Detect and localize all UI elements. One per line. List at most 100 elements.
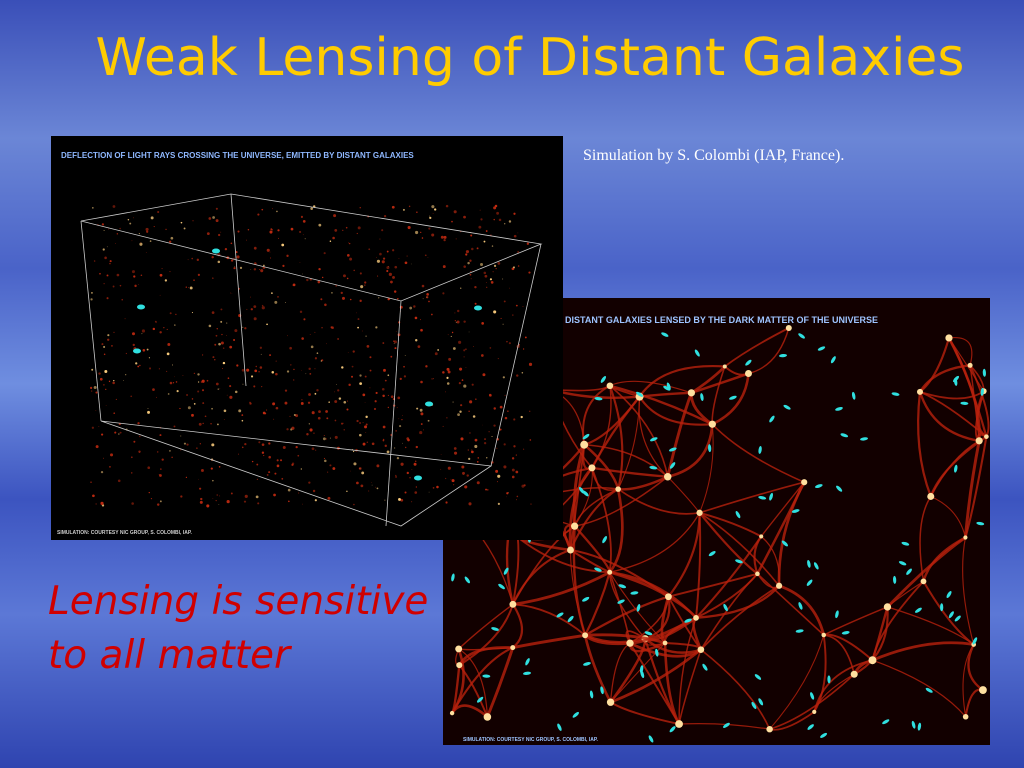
particle xyxy=(484,438,486,441)
particle xyxy=(479,209,481,211)
galaxy xyxy=(523,671,532,675)
particle xyxy=(110,453,114,457)
particle xyxy=(305,373,307,375)
particle xyxy=(125,374,127,376)
particle xyxy=(108,380,111,383)
particle xyxy=(197,390,200,393)
particle xyxy=(198,422,202,426)
particle xyxy=(368,248,371,251)
particle xyxy=(490,234,492,236)
cluster xyxy=(821,632,827,638)
filament xyxy=(699,511,762,538)
particle xyxy=(393,340,395,343)
particle xyxy=(175,381,178,383)
particle xyxy=(442,371,445,374)
cluster xyxy=(766,725,773,733)
particle xyxy=(119,284,122,287)
particle xyxy=(394,447,396,449)
particle xyxy=(384,379,387,382)
filament xyxy=(569,550,586,636)
particle xyxy=(477,457,480,459)
particle xyxy=(356,481,359,485)
galaxy xyxy=(602,536,607,544)
particle xyxy=(365,335,367,337)
particle xyxy=(504,416,508,420)
particle xyxy=(290,364,292,366)
particle xyxy=(127,219,130,221)
filament xyxy=(760,481,805,537)
particle xyxy=(417,345,421,348)
cluster xyxy=(664,473,672,481)
deflection-image: DEFLECTION OF LIGHT RAYS CROSSING THE UN… xyxy=(51,136,563,540)
particle xyxy=(269,230,273,234)
particle xyxy=(401,419,403,421)
galaxy xyxy=(661,332,669,337)
particle xyxy=(288,500,290,503)
particle xyxy=(444,477,447,480)
particle xyxy=(180,449,182,451)
particle xyxy=(416,211,418,214)
particle xyxy=(442,265,446,269)
galaxy xyxy=(893,575,897,584)
particle xyxy=(391,205,395,209)
particle xyxy=(197,273,201,277)
particle xyxy=(112,381,115,385)
particle xyxy=(453,447,457,450)
particle xyxy=(223,409,227,413)
particle xyxy=(351,375,353,378)
particle xyxy=(290,428,293,431)
particle xyxy=(459,367,463,371)
particle xyxy=(89,386,93,390)
particle xyxy=(462,471,465,475)
cluster xyxy=(785,324,792,332)
galaxy xyxy=(745,359,752,366)
particle xyxy=(131,332,136,336)
particle xyxy=(530,503,532,505)
particle xyxy=(502,278,504,280)
cluster xyxy=(588,464,596,472)
image-heading: DEFLECTION OF LIGHT RAYS CROSSING THE UN… xyxy=(61,151,414,160)
particle xyxy=(172,382,175,384)
particle xyxy=(171,456,173,459)
particle xyxy=(139,242,143,246)
cluster xyxy=(883,603,892,611)
particle xyxy=(451,220,453,223)
particle xyxy=(153,226,155,228)
particle xyxy=(334,229,338,232)
filament xyxy=(512,633,586,650)
galaxy xyxy=(813,562,819,570)
galaxy xyxy=(582,433,590,440)
particle xyxy=(383,215,387,218)
galaxy xyxy=(960,401,969,405)
filament xyxy=(608,488,624,574)
particle xyxy=(169,312,172,315)
particle xyxy=(452,347,456,350)
particle xyxy=(495,267,497,270)
filament xyxy=(919,390,985,400)
particle xyxy=(302,219,306,223)
particle xyxy=(470,234,473,237)
cluster xyxy=(927,492,935,500)
particle xyxy=(476,247,479,250)
particle xyxy=(457,413,460,417)
galaxy xyxy=(636,391,644,397)
particle xyxy=(346,490,348,493)
galaxy xyxy=(914,607,922,613)
filament xyxy=(886,536,967,608)
filament xyxy=(584,595,669,637)
particle xyxy=(452,401,454,403)
body-line: to all matter xyxy=(48,633,291,678)
particle xyxy=(369,387,371,389)
particle xyxy=(365,432,367,434)
particle xyxy=(378,297,380,299)
particle xyxy=(222,361,226,365)
particle xyxy=(155,396,157,398)
particle xyxy=(474,285,477,289)
particle xyxy=(251,460,254,463)
particle xyxy=(259,269,260,271)
particle xyxy=(515,499,517,501)
particle xyxy=(351,365,354,368)
particle xyxy=(359,207,361,209)
particle xyxy=(212,479,214,482)
particle xyxy=(286,254,289,257)
